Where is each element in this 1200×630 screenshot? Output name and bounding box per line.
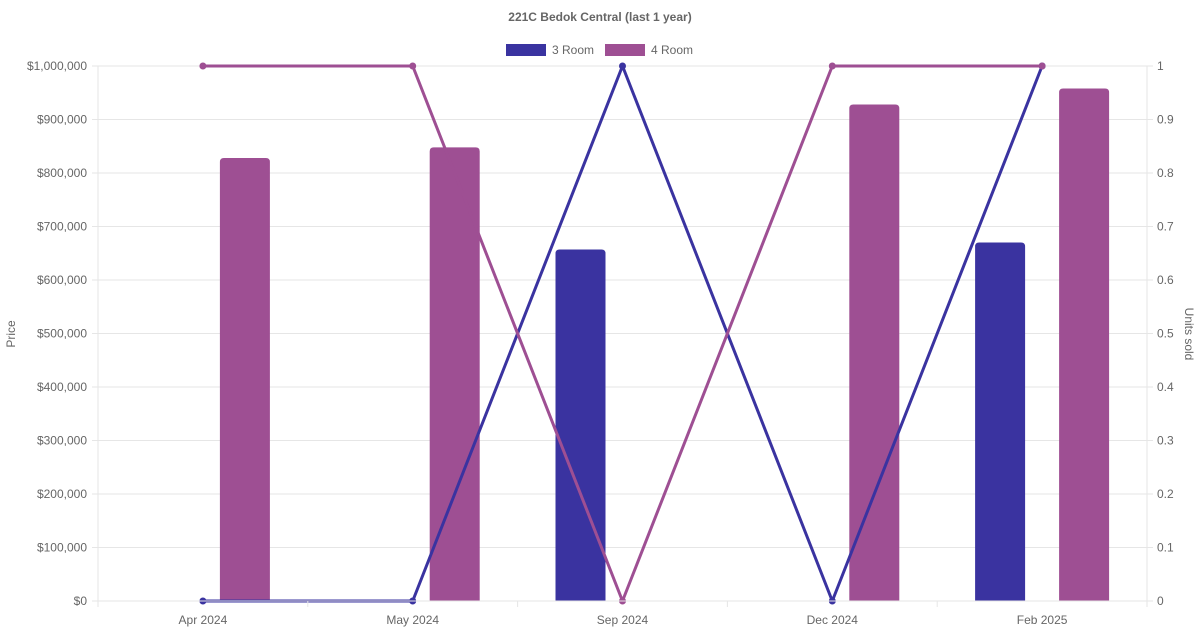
y-right-tick-label: 0.5 — [1157, 327, 1174, 341]
y-right-tick-label: 0.6 — [1157, 273, 1174, 287]
y-right-tick-label: 0.8 — [1157, 166, 1174, 180]
x-tick-label: Apr 2024 — [179, 613, 228, 627]
y-right-tick-label: 0.9 — [1157, 113, 1174, 127]
legend-item-3-room[interactable]: 3 Room — [506, 43, 594, 57]
chart-title: 221C Bedok Central (last 1 year) — [508, 10, 691, 24]
y-left-tick-label: $800,000 — [37, 166, 87, 180]
y-left-tick-label: $100,000 — [37, 541, 87, 555]
y-right-tick-label: 0.7 — [1157, 220, 1174, 234]
x-tick-label: Feb 2025 — [1017, 613, 1068, 627]
y-left-tick-label: $900,000 — [37, 113, 87, 127]
axes: $0 $100,000 $200,000 $300,000 $400,000 $500,0… — [27, 59, 1174, 627]
line-point-4-room[interactable] — [1038, 62, 1046, 70]
line-point-4-room[interactable] — [409, 62, 417, 70]
legend: 3 Room 4 Room — [506, 43, 693, 57]
y-right-tick-label: 0 — [1157, 594, 1164, 608]
legend-swatch-4-room — [605, 44, 645, 56]
bar-4-room[interactable] — [1059, 88, 1110, 602]
y-right-tick-label: 0.4 — [1157, 380, 1174, 394]
bar-4-room[interactable] — [849, 104, 900, 602]
bars — [219, 88, 1110, 602]
bar-3-room[interactable] — [975, 242, 1026, 602]
bar-4-room[interactable] — [219, 158, 270, 601]
x-tick-label: Dec 2024 — [807, 613, 859, 627]
line-point-4-room[interactable] — [199, 62, 207, 70]
y-left-tick-label: $200,000 — [37, 487, 87, 501]
legend-label-4-room: 4 Room — [651, 43, 693, 57]
y-right-tick-label: 0.1 — [1157, 541, 1174, 555]
y-left-tick-label: $1,000,000 — [27, 59, 87, 73]
y-axis-right-title: Units sold — [1182, 308, 1196, 361]
legend-label-3-room: 3 Room — [552, 43, 594, 57]
y-left-tick-label: $700,000 — [37, 220, 87, 234]
y-left-tick-label: $300,000 — [37, 434, 87, 448]
y-left-tick-label: $0 — [74, 594, 88, 608]
y-axis-left-title: Price — [4, 320, 18, 348]
y-right-tick-label: 1 — [1157, 59, 1164, 73]
y-left-tick-label: $500,000 — [37, 327, 87, 341]
bar-4-room[interactable] — [429, 147, 480, 601]
line-point-3-room[interactable] — [619, 62, 626, 70]
x-tick-label: May 2024 — [386, 613, 439, 627]
legend-item-4-room[interactable]: 4 Room — [605, 43, 693, 57]
y-right-tick-label: 0.2 — [1157, 487, 1174, 501]
line-point-4-room[interactable] — [828, 62, 836, 70]
legend-swatch-3-room — [506, 44, 546, 56]
y-left-tick-label: $400,000 — [37, 380, 87, 394]
x-tick-label: Sep 2024 — [597, 613, 649, 627]
y-right-tick-label: 0.3 — [1157, 434, 1174, 448]
y-left-tick-label: $600,000 — [37, 273, 87, 287]
bar-3-room[interactable] — [555, 249, 606, 601]
